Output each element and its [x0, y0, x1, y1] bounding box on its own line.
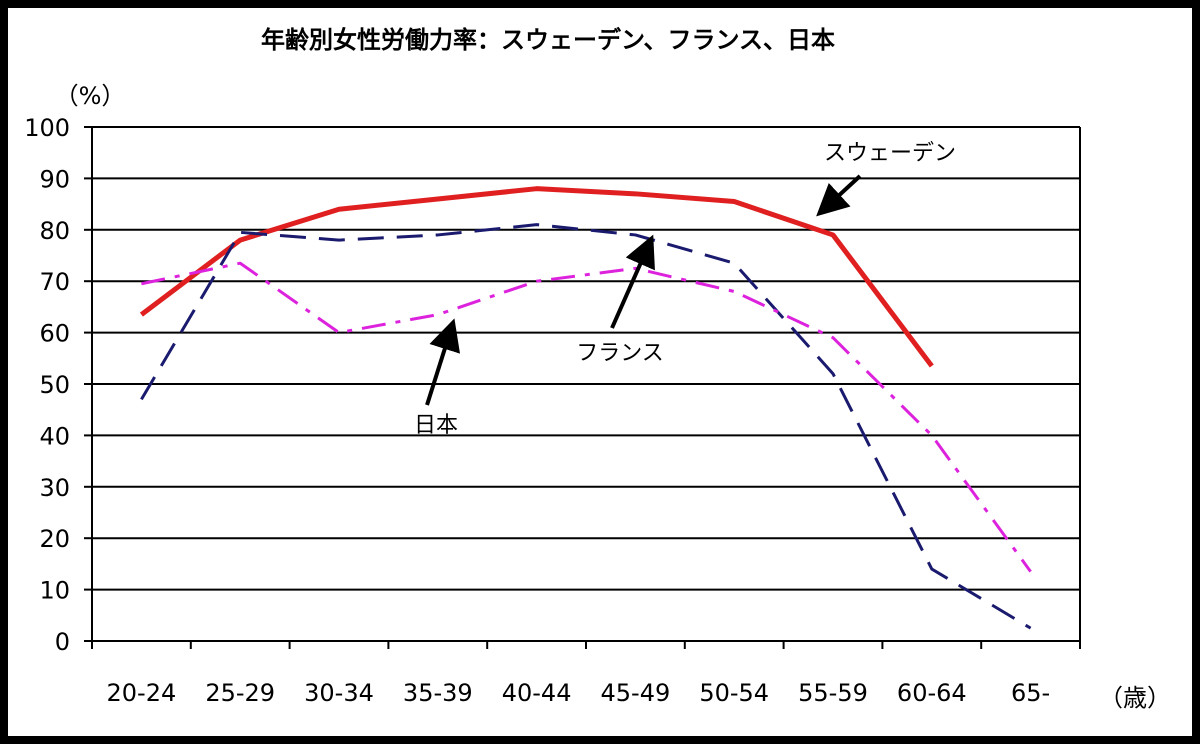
- x-axis-ticks: 20-24 25-29 30-34 35-39 40-44 45-49 50-54 55-59…: [91, 641, 1081, 707]
- y-tick-label: 80: [39, 217, 70, 245]
- y-tick-label: 0: [55, 628, 70, 656]
- series-line-0: [139, 186, 934, 368]
- x-tick-label: 60-64: [897, 679, 967, 707]
- y-tick-label: 60: [39, 320, 70, 348]
- annotation-arrow-japan: [425, 318, 461, 406]
- chart-title: 年齢別女性労働力率：スウェーデン、フランス、日本: [261, 26, 835, 54]
- x-tick-label: 30-34: [304, 679, 374, 707]
- x-tick-label: 40-44: [502, 679, 572, 707]
- x-tick-label: 35-39: [403, 679, 473, 707]
- series-lines: [139, 186, 1032, 630]
- y-tick-label: 40: [39, 422, 70, 450]
- x-tick-label: 45-49: [601, 679, 671, 707]
- y-tick-label: 100: [24, 114, 70, 142]
- y-tick-label: 30: [39, 474, 70, 502]
- y-tick-label: 70: [39, 268, 70, 296]
- annotation-label-france: フランス: [576, 341, 664, 366]
- x-tick-label: 55-59: [798, 679, 868, 707]
- y-tick-label: 90: [39, 165, 70, 193]
- annotation-label-sweden: スウェーデン: [824, 141, 956, 166]
- y-tick-label: 50: [39, 371, 70, 399]
- annotations: スウェーデン フランス 日本: [414, 141, 956, 438]
- series-line-2: [141, 261, 1032, 573]
- y-axis-ticks: 0 10 20 30 40 50 60 70 80 90 100: [24, 114, 92, 656]
- annotation-arrow-france: [610, 234, 655, 329]
- x-tick-label: 65-: [1011, 679, 1050, 707]
- x-tick-label: 50-54: [699, 679, 769, 707]
- series-line-1: [140, 223, 1032, 630]
- y-unit-label: （%）: [55, 82, 126, 110]
- x-tick-label: 25-29: [205, 679, 275, 707]
- y-tick-label: 10: [39, 577, 70, 605]
- gridlines: [91, 126, 1081, 642]
- x-tick-label: 20-24: [107, 679, 177, 707]
- x-unit-label: （歳）: [1099, 684, 1171, 712]
- annotation-label-japan: 日本: [414, 413, 458, 438]
- annotation-arrow-sweden: [816, 174, 862, 217]
- y-tick-label: 20: [39, 525, 70, 553]
